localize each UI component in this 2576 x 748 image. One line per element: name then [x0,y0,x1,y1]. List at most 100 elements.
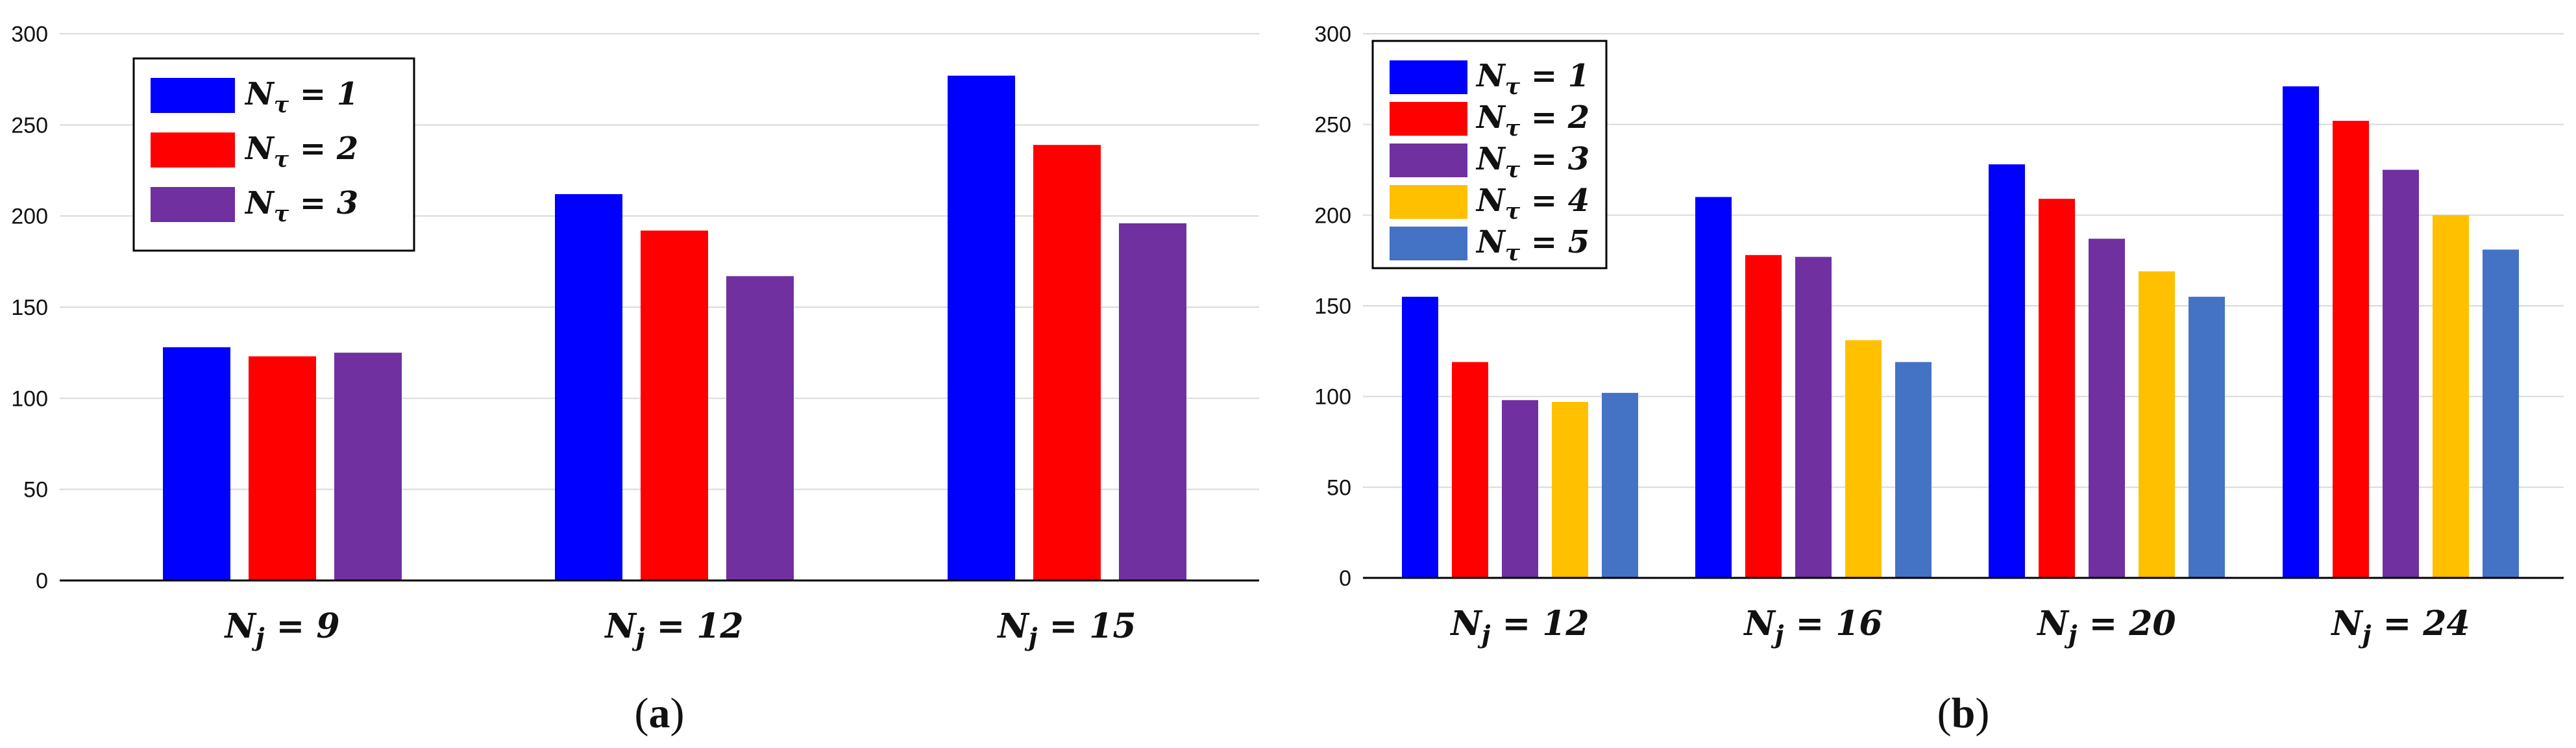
legend-label-4-equals-value: = 4 [1520,182,1589,219]
caption-open-paren: ( [635,690,649,737]
legend-swatch-4 [1390,185,1467,219]
legend-label-1: Nτ = 1 [244,76,358,118]
bar-4-series-3 [2383,169,2419,578]
bar-3-series-5 [2189,297,2225,578]
legend-label-5-var: N [1475,224,1506,260]
bar-3-series-1 [948,75,1015,580]
y-tick-label: 50 [1327,475,1351,500]
y-axis-ticks: 0 50 100 150 200 250 300 [11,22,48,593]
x-category-label: Nj = 12 [1449,604,1589,649]
x-category-label-equals-value: = 24 [2371,604,2470,643]
legend-label-3-subscript: τ [274,201,289,227]
y-tick-label: 300 [11,22,48,47]
bar-4-series-2 [2333,121,2369,578]
bar-1-series-5 [1602,393,1638,578]
legend-label-1-var: N [244,76,275,112]
bar-2-series-4 [1845,340,1882,578]
x-category-label: Nj = 12 [604,606,743,651]
bar-1-series-3 [334,353,402,580]
bar-2-series-5 [1895,362,1932,578]
legend-label-5-subscript: τ [1505,240,1521,266]
bar-1-series-1 [1402,297,1438,578]
legend-label-2: Nτ = 2 [244,131,358,173]
x-category-label-var: N [1449,604,1483,643]
x-category-label-equals-value: = 15 [1037,606,1136,646]
legend-label-2-equals-value: = 2 [1520,99,1589,136]
caption-letter: b [1952,690,1976,737]
bars [1402,86,2519,579]
legend-label-5-equals-value: = 5 [1520,224,1589,260]
bar-3-series-3 [2089,238,2125,578]
bar-4-series-4 [2433,215,2469,578]
x-category-label: Nj = 20 [2036,604,2176,649]
y-tick-label: 100 [11,386,48,411]
legend-label-1-equals-value: = 1 [1520,58,1589,94]
bar-1-series-3 [1502,400,1538,578]
y-axis-ticks: 0 50 100 150 200 250 300 [1314,22,1351,591]
y-tick-label: 150 [11,295,48,320]
bar-4-series-5 [2483,249,2519,578]
bar-3-series-4 [2139,271,2175,578]
legend-label-4: Nτ = 4 [1475,182,1589,225]
x-category-label: Nj = 24 [2330,604,2470,649]
legend-label-4-var: N [1475,182,1506,219]
panel-caption-a: (a) [635,690,685,737]
legend-label-1-var: N [1475,58,1506,94]
legend-label-3: Nτ = 3 [244,185,358,227]
y-tick-label: 250 [1314,113,1351,138]
x-category-label-equals-value: = 12 [1490,604,1589,643]
legend-label-1: Nτ = 1 [1475,58,1589,100]
legend-label-1-subscript: τ [1505,74,1521,100]
legend-label-3-var: N [244,185,275,221]
y-tick-label: 0 [36,569,48,593]
y-tick-label: 200 [11,205,48,229]
legend-label-2-subscript: τ [1505,116,1521,142]
x-category-label-var: N [2330,604,2364,643]
legend-swatch-1 [1390,60,1467,94]
bar-4-series-1 [2283,86,2319,579]
x-category-label-var: N [604,606,637,646]
y-tick-label: 300 [1314,22,1351,47]
legend-label-3-equals-value: = 3 [289,185,358,221]
bar-1-series-1 [163,347,230,580]
legend-label-2-var: N [244,131,275,167]
legend-swatch-3 [151,187,235,222]
bar-3-series-1 [1989,164,2025,578]
legend-swatch-5 [1390,227,1467,260]
bar-1-series-2 [249,356,316,580]
x-category-label: Nj = 9 [223,606,339,651]
bar-3-series-2 [1033,145,1101,580]
legend-label-4-subscript: τ [1505,199,1521,225]
legend: Nτ = 1Nτ = 2Nτ = 3Nτ = 4Nτ = 5 [1371,40,1608,269]
caption-letter: a [649,690,670,737]
x-category-label-equals-value: = 12 [644,606,743,646]
legend-label-3-equals-value: = 3 [1520,141,1589,177]
x-category-label-var: N [1743,604,1776,643]
bar-3-series-3 [1119,223,1186,581]
legend-label-3: Nτ = 3 [1475,141,1589,183]
bar-2-series-3 [726,276,794,580]
bar-2-series-1 [555,193,622,580]
panel-caption-b: (b) [1937,690,1990,737]
caption-close-paren: ) [670,690,685,737]
legend-label-1-equals-value: = 1 [289,76,358,112]
bar-2-series-2 [1745,255,1782,578]
x-category-label-equals-value: = 9 [265,606,340,646]
legend-label-2-var: N [1475,99,1506,136]
legend-label-2: Nτ = 2 [1475,99,1589,142]
legend-swatch-2 [1390,102,1467,136]
bar-2-series-2 [641,231,708,580]
x-category-label: Nj = 16 [1743,604,1882,649]
legend-label-2-equals-value: = 2 [289,131,358,167]
bars [163,75,1186,581]
y-tick-label: 250 [11,113,48,138]
caption-close-paren: ) [1975,690,1989,737]
y-tick-label: 50 [23,478,48,503]
legend: Nτ = 1Nτ = 2Nτ = 3 [132,57,415,252]
y-tick-label: 100 [1314,385,1351,410]
bar-1-series-4 [1552,402,1588,578]
x-category-label-equals-value: = 20 [2077,604,2176,643]
y-tick-label: 0 [1339,566,1351,591]
